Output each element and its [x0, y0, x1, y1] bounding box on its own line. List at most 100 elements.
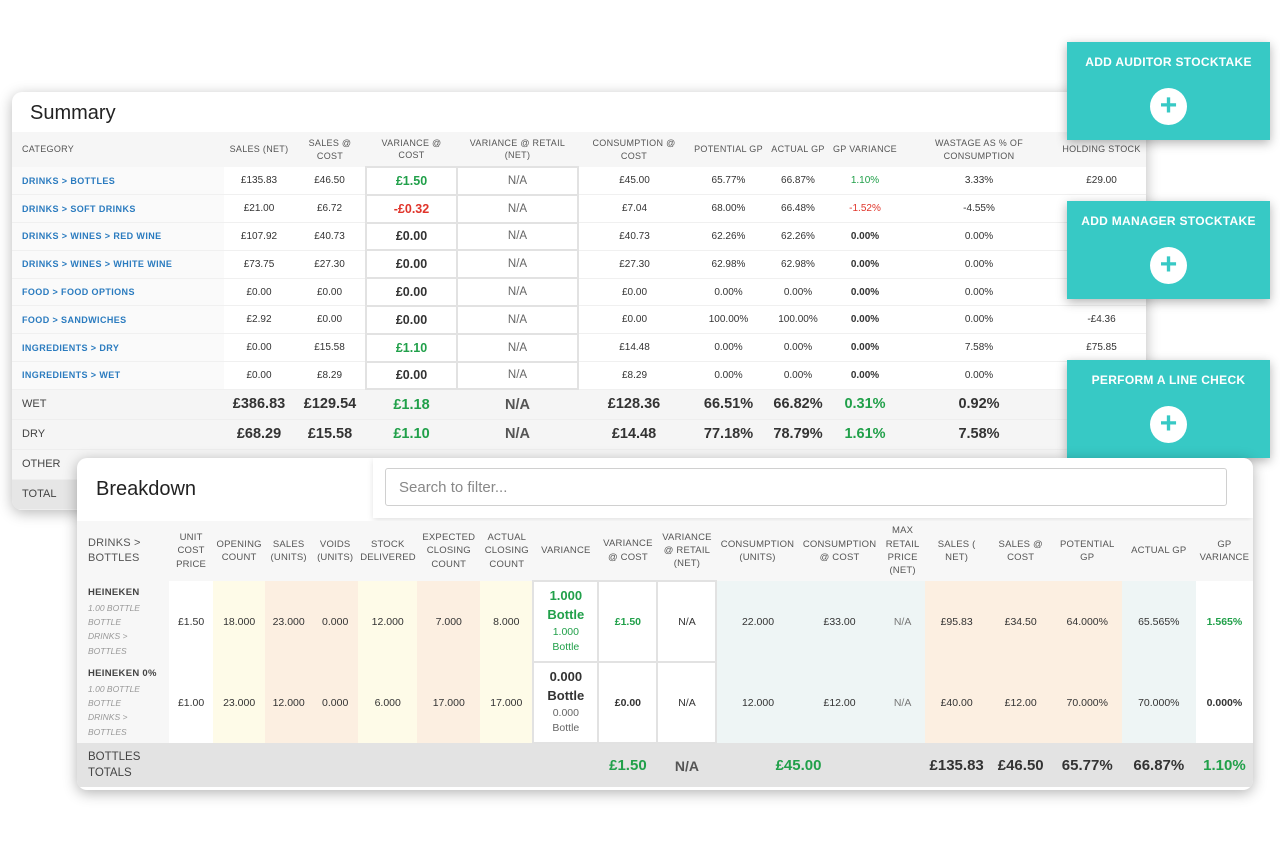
variance-retail-cell: N/A: [456, 193, 579, 224]
col-header-category[interactable]: CATEGORY: [12, 132, 224, 167]
col-header-opening[interactable]: OPENING COUNT: [213, 521, 266, 581]
group-consumption-cost: £14.48: [578, 419, 690, 450]
col-header-gp-variance[interactable]: GP VARIANCE: [1195, 521, 1253, 581]
wastage-cell: 0.00%: [901, 250, 1057, 279]
col-header-variance-cost[interactable]: VARIANCE @ COST: [598, 521, 658, 581]
potential-gp-cell: 0.00%: [690, 361, 767, 390]
max-retail-cell: N/A: [880, 662, 925, 743]
holding-stock-cell: -£4.36: [1057, 305, 1146, 335]
totals-label-line2: TOTALS: [88, 767, 132, 779]
group-variance-retail: N/A: [457, 419, 578, 450]
product-subcategory: BOTTLES: [88, 645, 127, 656]
totals-sales-net: £135.83: [924, 743, 989, 787]
consumption-cost-cell: £45.00: [578, 167, 690, 196]
add-manager-stocktake-button[interactable]: ADD MANAGER STOCKTAKE +: [1067, 201, 1270, 299]
gp-variance-cell: 1.565%: [1195, 581, 1253, 662]
variance-unit: Bottle: [547, 607, 585, 623]
group-potential-gp: 66.51%: [690, 389, 767, 420]
variance-retail-cell: N/A: [456, 221, 579, 252]
sales-net-cell: £40.00: [924, 662, 989, 743]
group-sales-net: £68.29: [224, 419, 294, 450]
category-link[interactable]: INGREDIENTS > WET: [12, 361, 224, 390]
variance-cost-cell: £1.50: [597, 580, 659, 663]
col-header-potential-gp[interactable]: POTENTIAL GP: [1052, 521, 1122, 581]
search-input[interactable]: [385, 468, 1227, 506]
perform-line-check-label: PERFORM A LINE CHECK: [1091, 373, 1246, 387]
variance-retail-cell: N/A: [456, 277, 579, 307]
col-header-wastage[interactable]: WASTAGE AS % OF CONSUMPTION: [901, 132, 1057, 167]
add-auditor-stocktake-button[interactable]: ADD AUDITOR STOCKTAKE +: [1067, 42, 1270, 140]
product-cell[interactable]: HEINEKEN 0% 1.00 BOTTLE BOTTLE DRINKS > …: [77, 662, 170, 743]
breakdown-title: Breakdown: [96, 478, 197, 500]
col-header-variance-retail[interactable]: VARIANCE @ RETAIL (NET): [457, 132, 578, 167]
sales-cost-cell: £0.00: [294, 305, 366, 335]
sales-net-cell: £95.83: [924, 581, 989, 662]
col-header-gp-variance[interactable]: GP VARIANCE: [829, 132, 901, 167]
gp-variance-cell: 0.00%: [829, 250, 901, 279]
col-header-sales-cost[interactable]: SALES @ COST: [988, 521, 1053, 581]
category-link[interactable]: DRINKS > WINES > WHITE WINE: [12, 250, 224, 279]
sales-net-cell: £0.00: [224, 333, 294, 363]
plus-icon: +: [1150, 247, 1187, 284]
consumption-cost-cell: £14.48: [578, 333, 690, 363]
product-row: HEINEKEN 1.00 BOTTLE BOTTLE DRINKS > BOT…: [77, 580, 1253, 663]
sales-units-cell: 23.000: [265, 581, 313, 662]
col-header-variance-retail[interactable]: VARIANCE @ RETAIL (NET): [657, 521, 717, 581]
category-link[interactable]: INGREDIENTS > DRY: [12, 333, 224, 363]
actual-gp-cell: 0.00%: [767, 333, 829, 363]
col-header-voids[interactable]: VOIDS (UNITS): [312, 521, 359, 581]
product-unit-type: BOTTLE: [88, 616, 122, 627]
col-header-actual-closing[interactable]: ACTUAL CLOSING COUNT: [480, 521, 534, 581]
expected-closing-cell: 7.000: [417, 581, 481, 662]
actual-gp-cell: 65.565%: [1121, 581, 1196, 662]
category-link[interactable]: FOOD > FOOD OPTIONS: [12, 278, 224, 307]
totals-empty: [169, 743, 599, 787]
group-variance-cost: £1.18: [366, 389, 457, 420]
perform-line-check-button[interactable]: PERFORM A LINE CHECK +: [1067, 360, 1270, 458]
consumption-cost-cell: £12.00: [798, 662, 881, 743]
summary-row: DRINKS > WINES > RED WINE £107.92 £40.73…: [12, 221, 1146, 252]
col-header-variance[interactable]: VARIANCE: [533, 521, 599, 581]
col-header-sales-net[interactable]: SALES ( NET): [924, 521, 989, 581]
variance-retail-cell: N/A: [456, 249, 579, 280]
col-header-actual-gp[interactable]: ACTUAL GP: [767, 132, 829, 167]
sales-cost-cell: £8.29: [294, 361, 366, 390]
gp-variance-cell: 0.000%: [1195, 662, 1253, 743]
col-header-category[interactable]: DRINKS > BOTTLES: [77, 521, 170, 581]
totals-consumption-cost: £45.00: [716, 743, 881, 787]
category-link[interactable]: FOOD > SANDWICHES: [12, 305, 224, 335]
col-header-actual-gp[interactable]: ACTUAL GP: [1121, 521, 1196, 581]
variance-retail-cell: N/A: [456, 360, 579, 391]
voids-cell: 0.000: [312, 662, 359, 743]
consumption-units-cell: 22.000: [716, 581, 799, 662]
group-sales-net: £386.83: [224, 389, 294, 420]
col-header-variance-cost[interactable]: VARIANCE @ COST: [366, 132, 457, 167]
category-link[interactable]: DRINKS > BOTTLES: [12, 167, 224, 196]
col-header-consumption-cost[interactable]: CONSUMPTION @ COST: [578, 132, 690, 167]
variance-retail-cell: N/A: [656, 661, 718, 744]
group-label: WET: [12, 389, 224, 420]
col-header-consumption-units[interactable]: CONSUMPTION (UNITS): [716, 521, 799, 581]
product-unit-type: BOTTLE: [88, 697, 122, 708]
max-retail-cell: N/A: [880, 581, 925, 662]
category-link[interactable]: DRINKS > WINES > RED WINE: [12, 222, 224, 251]
consumption-cost-cell: £7.04: [578, 194, 690, 224]
col-header-delivered[interactable]: STOCK DELIVERED: [358, 521, 418, 581]
col-header-potential-gp[interactable]: POTENTIAL GP: [690, 132, 767, 167]
col-header-expected-closing[interactable]: EXPECTED CLOSING COUNT: [417, 521, 481, 581]
category-link[interactable]: DRINKS > SOFT DRINKS: [12, 194, 224, 224]
group-gp-variance: 0.31%: [829, 389, 901, 420]
col-header-consumption-cost[interactable]: CONSUMPTION @ COST: [798, 521, 881, 581]
variance-cell: 0.000 Bottle 0.000 Bottle: [532, 661, 600, 744]
col-header-sales-cost[interactable]: SALES @ COST: [294, 132, 366, 167]
product-name: HEINEKEN 0%: [88, 667, 157, 679]
product-cell[interactable]: HEINEKEN 1.00 BOTTLE BOTTLE DRINKS > BOT…: [77, 581, 170, 662]
col-header-sales-net[interactable]: SALES (NET): [224, 132, 294, 167]
actual-closing-cell: 17.000: [480, 662, 534, 743]
col-header-unit-cost[interactable]: UNIT COST PRICE: [169, 521, 214, 581]
totals-label: BOTTLES TOTALS: [77, 743, 170, 787]
col-header-sales-units[interactable]: SALES (UNITS): [265, 521, 313, 581]
col-header-max-retail[interactable]: MAX RETAIL PRICE (NET): [880, 521, 925, 581]
actual-gp-cell: 66.48%: [767, 194, 829, 224]
actual-gp-cell: 66.87%: [767, 167, 829, 196]
